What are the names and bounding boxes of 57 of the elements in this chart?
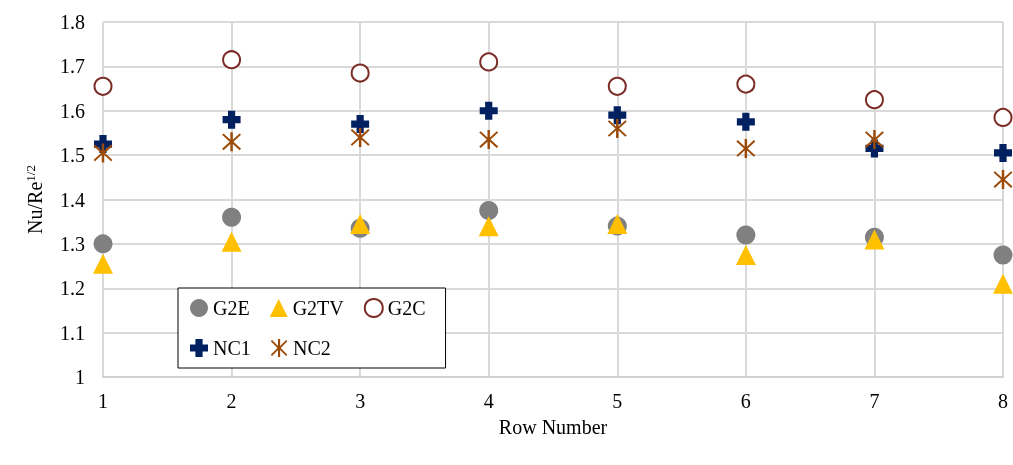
point bbox=[222, 132, 242, 152]
x-tick-label: 1 bbox=[98, 390, 108, 412]
point bbox=[736, 138, 756, 158]
point bbox=[222, 50, 242, 70]
point bbox=[93, 234, 113, 254]
point bbox=[993, 245, 1013, 265]
point bbox=[479, 130, 499, 150]
point bbox=[736, 74, 756, 94]
y-tick-label: 1.6 bbox=[60, 99, 85, 122]
legend-label: G2C bbox=[387, 297, 426, 319]
x-tick-label: 5 bbox=[612, 390, 623, 412]
x-tick-label: 2 bbox=[226, 390, 237, 412]
point bbox=[864, 90, 884, 110]
point bbox=[993, 170, 1013, 190]
point bbox=[735, 244, 756, 265]
point bbox=[864, 130, 884, 150]
point bbox=[479, 201, 499, 221]
x-tick-label: 8 bbox=[998, 390, 1008, 412]
point bbox=[479, 52, 499, 72]
legend-label: G2TV bbox=[292, 297, 345, 319]
point bbox=[736, 112, 755, 131]
y-tick-label: 1.8 bbox=[60, 11, 85, 33]
point bbox=[93, 253, 113, 274]
y-axis-title: Nu/Re1/2 bbox=[23, 165, 46, 234]
point bbox=[993, 107, 1013, 127]
point bbox=[351, 115, 370, 134]
point bbox=[478, 216, 499, 237]
x-tick-label: 4 bbox=[483, 390, 494, 412]
point bbox=[221, 231, 242, 252]
point bbox=[350, 127, 370, 147]
point bbox=[607, 119, 627, 138]
legend-label: NC2 bbox=[293, 337, 331, 359]
x-axis-title: Row Number bbox=[498, 416, 608, 438]
x-tick-label: 7 bbox=[869, 390, 880, 412]
legend-label: G2E bbox=[213, 297, 250, 319]
y-tick-label: 1.5 bbox=[60, 144, 85, 167]
y-tick-label: 1.1 bbox=[60, 321, 85, 344]
y-tick-label: 1.7 bbox=[60, 55, 85, 78]
point bbox=[479, 101, 498, 120]
point bbox=[994, 143, 1012, 162]
point bbox=[608, 106, 627, 125]
legend-label: NC1 bbox=[213, 337, 251, 359]
y-tick-label: 1 bbox=[75, 366, 85, 388]
x-tick-label: 3 bbox=[355, 390, 366, 412]
point bbox=[607, 76, 627, 96]
y-tick-label: 1.3 bbox=[60, 232, 85, 255]
point bbox=[350, 213, 371, 234]
x-tick-label: 6 bbox=[740, 390, 751, 412]
point bbox=[222, 207, 242, 227]
point bbox=[93, 143, 113, 163]
y-tick-label: 1.4 bbox=[60, 188, 85, 211]
point bbox=[993, 273, 1013, 294]
point bbox=[350, 63, 370, 83]
point bbox=[222, 110, 241, 129]
point bbox=[736, 225, 756, 245]
y-tick-label: 1.2 bbox=[60, 277, 85, 300]
point bbox=[93, 76, 113, 96]
